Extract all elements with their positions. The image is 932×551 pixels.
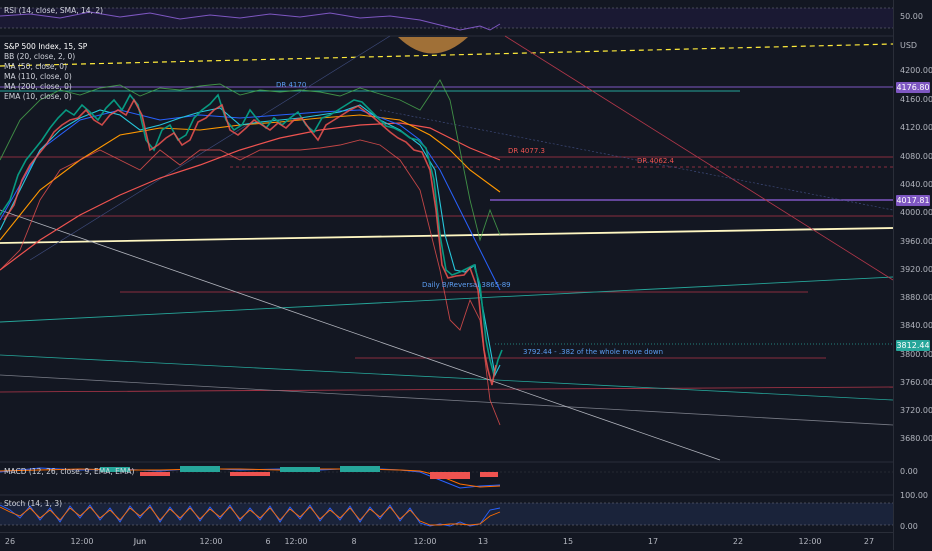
time-tick: 12:00 — [199, 537, 223, 546]
stoch-legend-text: Stoch (14, 1, 3) — [4, 499, 63, 508]
time-tick: 22 — [732, 537, 744, 546]
price-tag-dr-top: 4176.80 — [896, 82, 930, 93]
price-label: 3880.00 — [900, 293, 932, 302]
stoch-legend[interactable]: Stoch (14, 1, 3) — [4, 499, 62, 509]
legend-ema10[interactable]: EMA (10, close, 0) — [4, 92, 72, 101]
stoch-lower-label: 0.00 — [900, 522, 918, 531]
time-axis[interactable]: 26 12:00 Jun 12:00 6 12:00 8 12:00 13 15… — [0, 532, 893, 551]
time-tick: 8 — [351, 537, 357, 546]
rsi-legend-text: RSI (14, close, SMA, 14, 2) — [4, 6, 104, 15]
rsi-legend[interactable]: RSI (14, close, SMA, 14, 2) — [4, 6, 103, 16]
legend-ma200[interactable]: MA (200, close, 0) — [4, 82, 72, 91]
time-tick: 13 — [477, 537, 489, 546]
annotation-dr4170[interactable]: DR 4170 — [276, 81, 307, 89]
main-legend[interactable]: S&P 500 Index, 15, SP BB (20, close, 2, … — [4, 42, 87, 102]
price-label: 4120.00 — [900, 123, 932, 132]
time-tick: 6 — [265, 537, 271, 546]
time-tick: 27 — [863, 537, 875, 546]
price-label: 3720.00 — [900, 406, 932, 415]
time-tick: 15 — [562, 537, 574, 546]
legend-ma110[interactable]: MA (110, close, 0) — [4, 72, 72, 81]
time-tick: 12:00 — [70, 537, 94, 546]
price-label: 4000.00 — [900, 208, 932, 217]
macd-level-label: 0.00 — [900, 467, 918, 476]
price-tag-last: 3812.44 — [896, 340, 930, 351]
price-label: 3680.00 — [900, 434, 932, 443]
price-label: 3760.00 — [900, 378, 932, 387]
annotation-fib-level[interactable]: 3792.44 - .382 of the whole move down — [523, 348, 664, 356]
legend-ma50[interactable]: MA (50, close, 0) — [4, 62, 68, 71]
rsi-level-label: 50.00 — [900, 12, 923, 21]
time-tick: 12:00 — [413, 537, 437, 546]
stoch-upper-label: 100.00 — [900, 491, 928, 500]
legend-symbol[interactable]: S&P 500 Index, 15, SP — [4, 42, 88, 51]
price-label: 3840.00 — [900, 321, 932, 330]
chart-canvas[interactable] — [0, 0, 893, 532]
price-label: 4160.00 — [900, 95, 932, 104]
price-label: 4040.00 — [900, 180, 932, 189]
annotation-dr4077[interactable]: DR 4077.3 — [508, 147, 545, 155]
price-axis[interactable]: 50.00 USD 4200.00 4176.80 4160.00 4120.0… — [893, 0, 932, 550]
price-label: 3920.00 — [900, 265, 932, 274]
legend-bb[interactable]: BB (20, close, 2, 0) — [4, 52, 76, 61]
time-tick: 26 — [4, 537, 16, 546]
currency-label: USD — [900, 41, 918, 50]
price-label: 3800.00 — [900, 350, 932, 359]
time-tick: 12:00 — [798, 537, 822, 546]
time-tick: 17 — [647, 537, 659, 546]
annotation-daily-reversal[interactable]: Daily B/Reversal 3865-89 — [422, 281, 511, 289]
price-tag-dr-mid: 4017.81 — [896, 195, 930, 206]
time-tick: Jun — [133, 537, 147, 546]
price-label: 4200.00 — [900, 66, 932, 75]
macd-legend[interactable]: MACD (12, 26, close, 9, EMA, EMA) — [4, 467, 134, 477]
price-label: 4080.00 — [900, 152, 932, 161]
annotation-dr4062[interactable]: DR 4062.4 — [637, 157, 674, 165]
time-tick: 12:00 — [284, 537, 308, 546]
macd-legend-text: MACD (12, 26, close, 9, EMA, EMA) — [4, 467, 135, 476]
price-label: 3960.00 — [900, 237, 932, 246]
